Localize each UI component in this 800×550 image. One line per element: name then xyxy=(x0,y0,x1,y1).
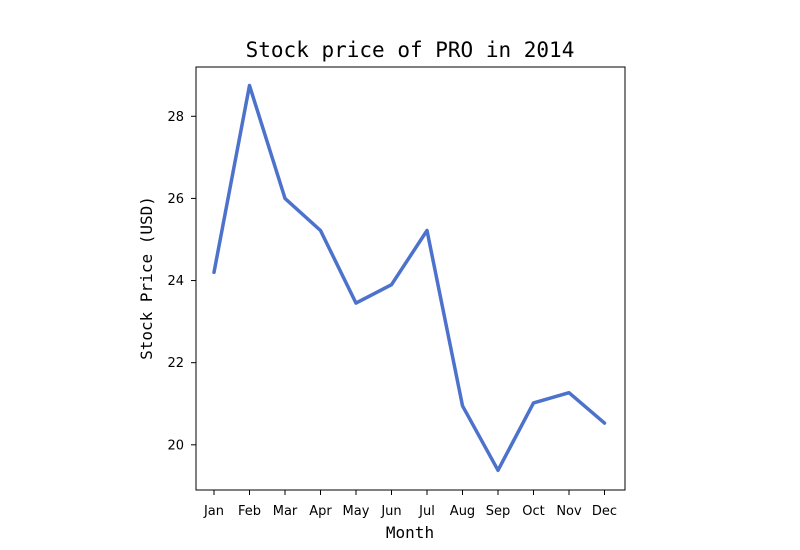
series-line xyxy=(212,83,607,473)
x-tick-label: Dec xyxy=(592,504,617,519)
y-axis: 20 22 24 26 28 xyxy=(167,110,196,453)
x-axis-label: Month xyxy=(386,523,434,542)
x-tick-label: May xyxy=(343,504,370,519)
x-tick-label: Apr xyxy=(309,504,332,519)
x-tick-label: Jul xyxy=(418,504,435,519)
series-group xyxy=(212,83,607,473)
x-tick-label: Aug xyxy=(450,504,475,519)
y-tick-label: 24 xyxy=(167,274,184,289)
y-tick-label: 20 xyxy=(167,438,184,453)
y-tick-label: 26 xyxy=(167,192,184,207)
x-axis: Jan Feb Mar Apr May Jun Jul Aug Sep Oct Nov Dec xyxy=(203,490,617,519)
x-tick-label: Sep xyxy=(486,504,511,519)
x-tick-label: Jun xyxy=(380,504,401,519)
y-tick-label: 22 xyxy=(167,356,184,371)
x-tick-label: Oct xyxy=(522,504,544,519)
plot-frame xyxy=(195,66,626,491)
y-tick-label: 28 xyxy=(167,110,184,125)
x-tick-label: Feb xyxy=(238,504,261,519)
x-tick-label: Jan xyxy=(203,504,224,519)
chart-title: Stock price of PRO in 2014 xyxy=(246,38,575,62)
y-axis-label: Stock Price (USD) xyxy=(137,196,156,360)
x-tick-label: Nov xyxy=(556,504,582,519)
x-tick-label: Mar xyxy=(273,504,298,519)
